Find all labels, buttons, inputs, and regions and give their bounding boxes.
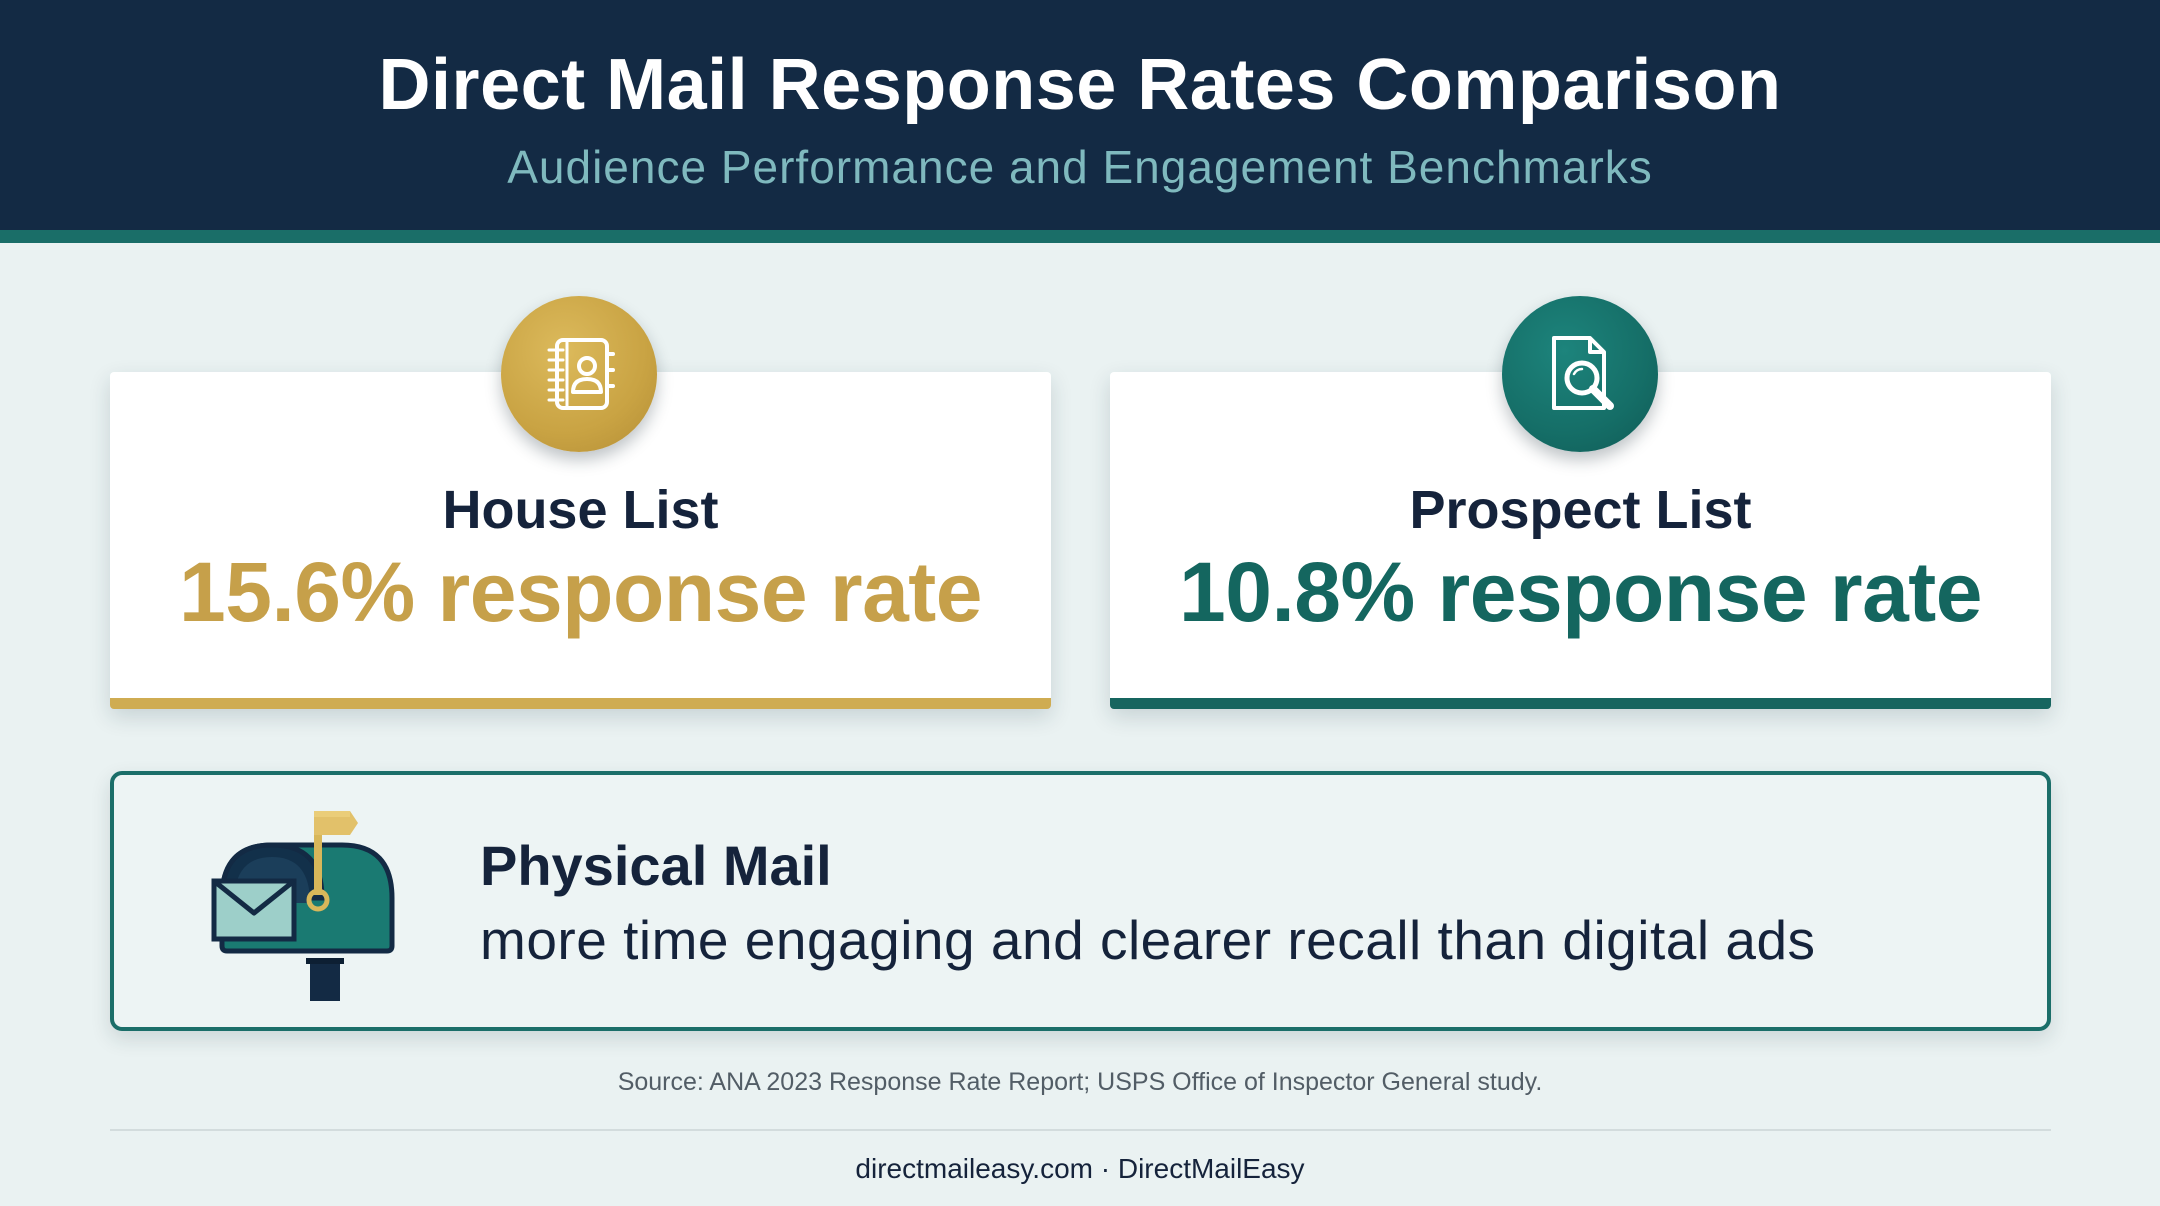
source-citation: Source: ANA 2023 Response Rate Report; U… [617,1068,1543,1096]
page-title: Direct Mail Response Rates Comparison [378,45,1782,125]
physical-mail-description: more time engaging and clearer recall th… [480,909,1816,971]
address-book-icon [501,296,657,452]
mailbox-icon [211,811,395,1001]
document-search-icon [1502,296,1658,452]
house-list-label: House List [442,480,719,540]
footer-divider [110,1129,2051,1131]
house-list-rate: 15.6% response rate [179,545,982,639]
physical-mail-heading: Physical Mail [480,834,832,897]
header-banner: Direct Mail Response Rates Comparison Au… [0,0,2160,243]
footer-credit: directmaileasy.com · DirectMailEasy [855,1153,1305,1184]
physical-mail-panel: Physical Mail more time engaging and cle… [110,771,2051,1031]
prospect-list-card: Prospect List 10.8% response rate [1110,372,2051,709]
prospect-list-rate: 10.8% response rate [1179,545,1982,639]
prospect-list-label: Prospect List [1409,480,1752,540]
page-subtitle: Audience Performance and Engagement Benc… [507,141,1653,193]
